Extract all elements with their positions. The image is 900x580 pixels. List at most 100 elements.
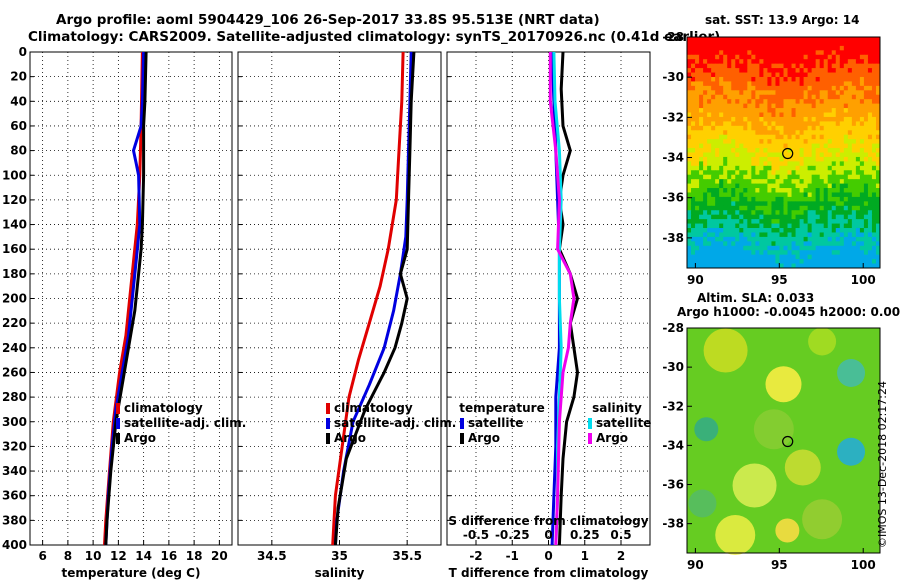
sst-cell [787,188,793,193]
sst-cell [791,241,797,247]
sst-cell [823,116,829,122]
sst-cell [875,165,881,171]
sst-cell [779,174,784,180]
sst-cell [695,241,700,247]
sst-cell [791,259,797,265]
sla-anomaly [837,437,866,466]
sst-cell [871,152,877,158]
sst-cell [711,134,716,140]
sst-cell [755,183,760,189]
sst-cell [731,205,736,211]
sst-cell [827,223,833,229]
sst-cell [763,63,768,69]
sst-cell [687,152,692,158]
sst-cell [727,45,732,51]
sst-cell [735,68,740,74]
sst-cell [775,143,780,149]
sst-cell [731,228,736,233]
sst-cell [863,85,869,91]
sst-cell [839,90,845,96]
depth-tick-label: 280 [2,390,27,404]
sst-cell [763,139,768,145]
sst-cell [783,250,789,256]
sst-cell [779,232,784,238]
sst-cell [871,205,877,211]
legend-swatch [116,403,120,414]
sst-cell [703,121,708,127]
sst-cell [839,241,845,247]
sst-cell [871,254,877,260]
sst-cell [703,108,708,114]
sst-cell [731,85,736,91]
sst-cell [835,50,841,56]
sst-cell [787,130,793,136]
sst-cell [875,228,881,233]
sst-cell [703,68,708,74]
sst-cell [851,214,857,220]
sst-cell [743,263,748,269]
sst-cell [843,63,849,69]
sst-cell [711,165,716,171]
sst-cell [799,232,805,238]
sst-cell [703,214,708,220]
sst-cell [779,143,784,149]
sst-cell [707,143,712,149]
sst-cell [855,85,861,91]
sst-cell [871,121,877,127]
sst-cell [835,196,841,202]
sst-cell [739,214,744,220]
sst-cell [703,228,708,233]
sst-cell [735,130,740,136]
sst-cell [847,125,853,131]
sst-cell [811,232,817,238]
sst-cell [795,116,801,122]
sst-cell [787,170,793,176]
sst-cell [743,54,748,60]
sst-cell [791,125,797,131]
sst-cell [791,59,797,65]
sst-cell [775,85,780,91]
sst-cell [739,156,744,162]
sst-cell [767,245,772,251]
sst-cell [839,108,845,114]
sst-cell [703,45,708,51]
sst-cell [835,223,841,229]
legend-swatch [588,418,592,429]
sst-cell [807,241,813,247]
sst-cell [871,125,877,131]
sst-cell [763,210,768,216]
sst-cell [839,50,845,56]
sst-cell [779,170,784,176]
sst-cell [799,125,805,131]
sst-cell [775,72,780,78]
sst-cell [743,170,748,176]
sst-cell [703,188,708,193]
sst-cell [739,228,744,233]
sst-cell [763,192,768,198]
sst-cell [875,50,881,56]
sst-cell [815,148,821,153]
sst-cell [847,152,853,158]
sst-cell [807,165,813,171]
sst-cell [731,90,736,96]
sst-cell [819,108,825,114]
sst-cell [799,174,805,180]
sst-cell [863,179,869,185]
sst-cell [835,85,841,91]
sst-cell [687,108,692,114]
sst-cell [855,241,861,247]
sst-cell [735,165,740,171]
sst-cell [687,72,692,78]
sst-cell [827,254,833,260]
sst-cell [691,228,696,233]
sst-cell [703,259,708,265]
sst-cell [707,210,712,216]
sst-cell [731,201,736,207]
sst-cell [847,103,853,109]
sst-cell [723,165,728,171]
sst-cell [847,174,853,180]
sst-cell [759,94,764,100]
sst-cell [863,50,869,56]
sst-cell [847,63,853,69]
sst-cell [775,121,780,127]
